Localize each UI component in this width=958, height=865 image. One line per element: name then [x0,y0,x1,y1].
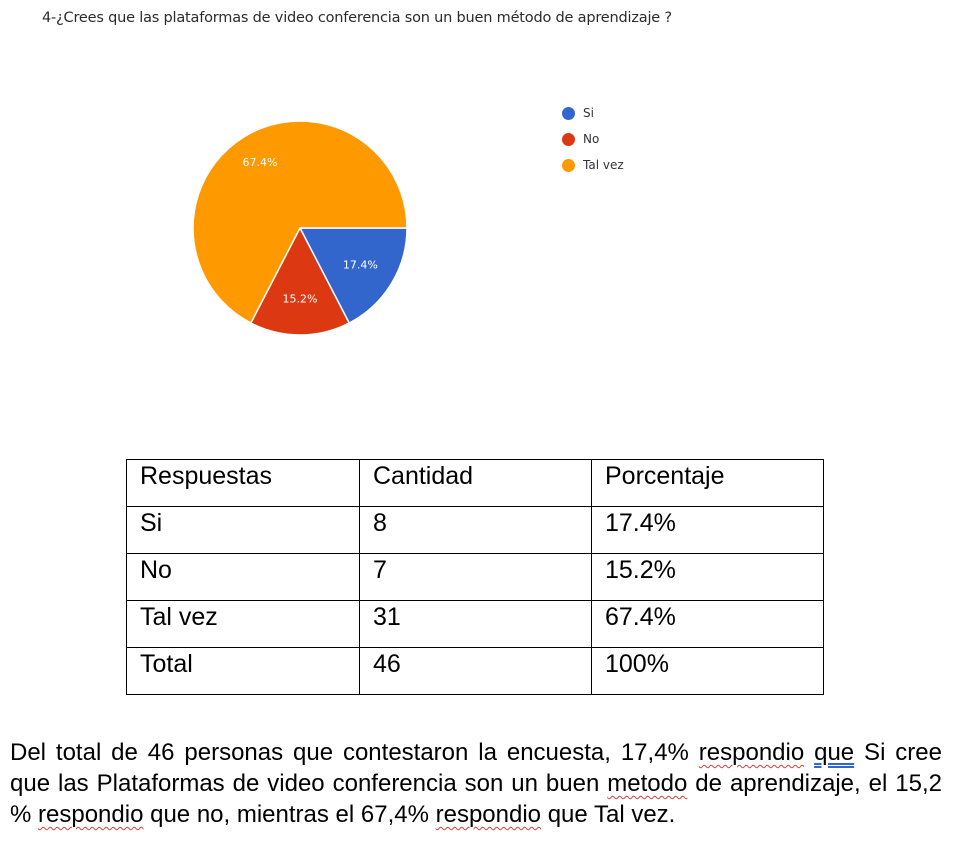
table-row: Si 8 17.4% [126,506,824,554]
header-cantidad: Cantidad [359,459,592,507]
cell-respuesta: Tal vez [126,600,360,648]
header-respuestas: Respuestas [126,459,360,507]
para-word-metodo: metodo [607,770,688,797]
table-row: No 7 15.2% [126,553,824,601]
cell-respuesta: No [126,553,360,601]
legend-label-tal-vez: Tal vez [583,158,624,172]
slice-no [249,226,351,336]
cell-cantidad: 31 [359,600,592,648]
para-text-5: que no, mientras el 67,4% [143,801,436,828]
cell-porcentaje: 17.4% [591,506,824,554]
slice-no-label: 15.2% [283,293,318,306]
para-text-1: Del total de 46 personas que contestaron… [10,739,699,766]
cell-respuesta: Si [126,506,360,554]
para-word-respondio-3: respondio [435,801,542,828]
para-text-2 [804,739,814,766]
legend-item-si: Si [562,100,624,126]
cell-porcentaje: 15.2% [591,553,824,601]
para-word-respondio-2: respondio [38,801,144,828]
legend-item-tal-vez: Tal vez [562,152,624,178]
cell-cantidad: 7 [359,553,592,601]
legend-swatch-si [562,106,575,120]
summary-paragraph: Del total de 46 personas que contestaron… [10,737,942,830]
para-text-4: de aprendizaje, el 15,2 % [10,770,942,828]
legend-label-no: No [583,132,600,146]
slice-si [298,227,408,325]
cell-total-porcentaje: 100% [591,647,824,695]
pie-chart: 17.4% 15.2% 67.4% [192,120,408,336]
para-text-6: que Tal vez. [541,801,676,828]
header-porcentaje: Porcentaje [591,459,824,507]
results-table: Respuestas Cantidad Porcentaje Si 8 17.4… [126,459,824,695]
para-word-que: que [814,739,855,766]
legend-label-si: Si [583,106,594,120]
para-word-respondio-1: respondio [698,739,805,766]
question-title: 4-¿Crees que las plataformas de video co… [42,10,672,26]
table-row: Tal vez 31 67.4% [126,600,824,648]
slice-si-label: 17.4% [343,259,378,272]
legend-swatch-tal-vez [562,158,575,172]
slice-tal-vez-label: 67.4% [242,156,277,169]
para-text-3: Si cree que las Plataformas de video con… [10,739,942,797]
cell-total-cantidad: 46 [359,647,592,695]
cell-total-label: Total [126,647,360,695]
cell-cantidad: 8 [359,506,592,554]
chart-legend: Si No Tal vez [562,100,624,178]
cell-porcentaje: 67.4% [591,600,824,648]
legend-item-no: No [562,126,624,152]
table-header-row: Respuestas Cantidad Porcentaje [126,459,824,507]
table-total-row: Total 46 100% [126,647,824,695]
slice-tal-vez [192,120,408,325]
legend-swatch-no [562,132,575,146]
